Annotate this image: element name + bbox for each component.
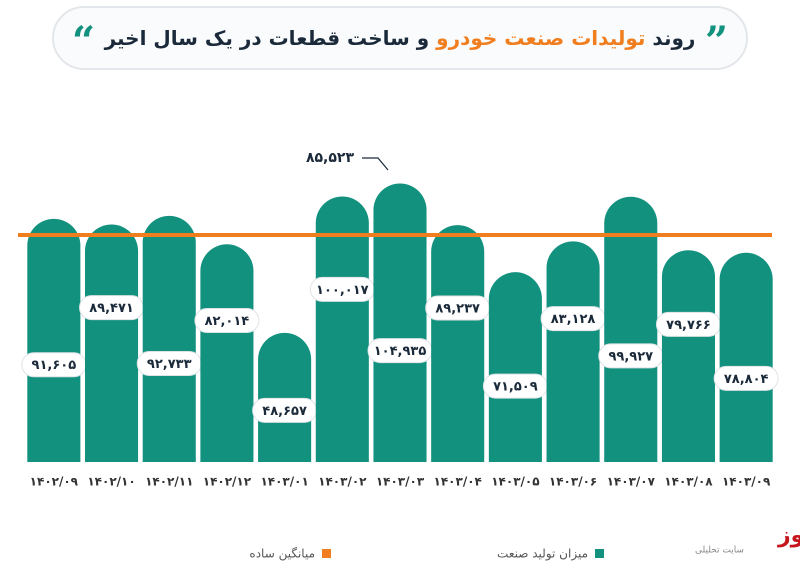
- bar: [85, 224, 139, 462]
- x-tick-label: ۱۴۰۲/۱۲: [203, 475, 252, 489]
- bar: [315, 196, 369, 463]
- title-box: “ ” روند تولیدات صنعت خودرو و ساخت قطعات…: [52, 6, 748, 70]
- brand: واناپیوز: [777, 523, 800, 548]
- x-tick-label: ۱۴۰۳/۰۲: [318, 475, 367, 489]
- bar: [258, 332, 312, 462]
- value-label: ۸۹,۲۳۷: [435, 302, 480, 317]
- value-label: ۹۱,۶۰۵: [32, 358, 77, 373]
- bar: [719, 252, 773, 462]
- value-label: ۸۳,۱۲۸: [551, 312, 596, 327]
- bar: [604, 196, 658, 462]
- average-label: ۸۵,۵۲۳: [306, 150, 354, 166]
- x-tick-label: ۱۴۰۳/۰۵: [491, 475, 539, 489]
- chart-title: روند تولیدات صنعت خودرو و ساخت قطعات در …: [54, 26, 746, 50]
- bar: [431, 225, 485, 462]
- value-label-bg: [194, 307, 260, 333]
- x-tick-label: ۱۴۰۲/۱۰: [87, 475, 135, 489]
- legend-label: میانگین ساده: [249, 547, 315, 562]
- value-label: ۸۲,۰۱۴: [205, 314, 250, 329]
- bar: [373, 183, 427, 463]
- bar: [546, 241, 600, 462]
- legend-label: میزان تولید صنعت: [497, 547, 588, 562]
- bar: [27, 218, 81, 462]
- value-label: ۹۹,۹۲۷: [608, 349, 653, 364]
- legend-swatch: [322, 549, 331, 558]
- value-label-bg: [136, 351, 202, 377]
- x-tick-label: ۱۴۰۳/۰۴: [434, 475, 482, 489]
- value-label-bg: [79, 295, 145, 321]
- value-label: ۷۹,۷۶۶: [666, 318, 711, 333]
- bar: [200, 244, 254, 462]
- value-label: ۴۸,۶۵۷: [262, 404, 307, 419]
- x-tick-label: ۱۴۰۳/۰۶: [549, 475, 597, 489]
- x-tick-label: ۱۴۰۳/۰۸: [664, 475, 713, 489]
- value-label: ۱۰۴,۹۳۵: [374, 344, 427, 359]
- value-label-bg: [540, 306, 606, 332]
- title-part: روند: [652, 26, 696, 50]
- x-tick-label: ۱۴۰۳/۰۱: [260, 475, 308, 489]
- value-label-bg: [425, 295, 491, 321]
- x-tick-label: ۱۴۰۳/۰۹: [722, 475, 771, 489]
- bar: [142, 215, 196, 462]
- quote-mark: ”: [704, 18, 728, 65]
- value-label: ۷۸,۸۰۴: [724, 372, 769, 387]
- title-highlight: تولیدات صنعت خودرو: [436, 26, 646, 50]
- value-label-bg: [598, 343, 664, 369]
- value-label-bg: [482, 373, 548, 399]
- quote-mark: “: [72, 18, 96, 65]
- x-tick-label: ۱۴۰۲/۰۹: [30, 475, 79, 489]
- x-tick-label: ۱۴۰۳/۰۳: [376, 475, 425, 489]
- value-label-bg: [655, 311, 721, 337]
- x-tick-label: ۱۴۰۳/۰۷: [607, 475, 656, 489]
- leader-line: [362, 157, 389, 171]
- title-part: و ساخت قطعات در یک سال اخیر: [104, 26, 430, 50]
- value-label-bg: [252, 397, 318, 423]
- value-label: ۷۱,۵۰۹: [493, 380, 538, 395]
- bar: [488, 272, 542, 462]
- value-label-bg: [713, 365, 779, 391]
- x-tick-label: ۱۴۰۲/۱۱: [145, 475, 193, 489]
- value-label: ۸۹,۴۷۱: [89, 301, 134, 316]
- value-label: ۹۲,۷۳۳: [147, 357, 192, 372]
- value-label-bg: [367, 338, 433, 364]
- brand-tagline: سایت تحلیلی: [695, 546, 744, 556]
- bar: [661, 250, 715, 462]
- legend-swatch: [595, 549, 604, 558]
- value-label: ۱۰۰,۰۱۷: [316, 283, 369, 298]
- value-label-bg: [21, 352, 87, 378]
- value-label-bg: [309, 276, 375, 302]
